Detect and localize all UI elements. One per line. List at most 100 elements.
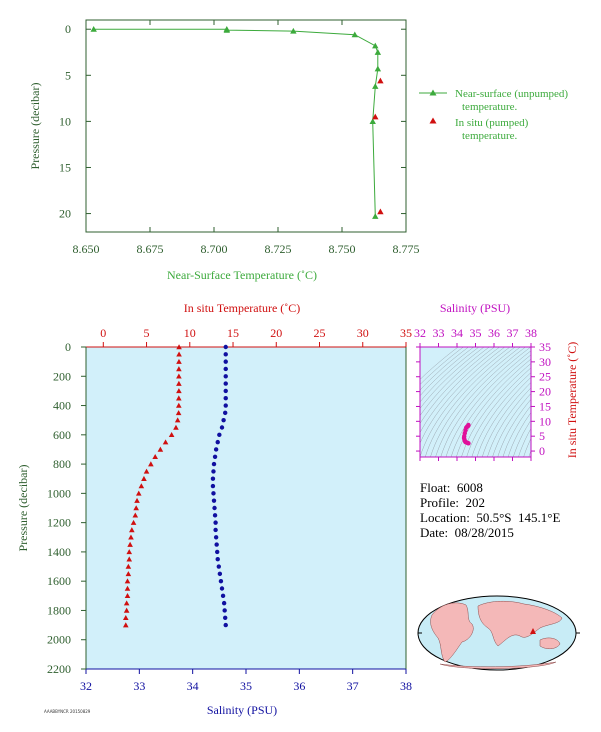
- salinity-profile-point: [223, 403, 228, 408]
- float-location-marker: [530, 628, 536, 634]
- ts-y-tick-label: 15: [539, 399, 551, 413]
- temperature-profile-point: [126, 556, 133, 562]
- temperature-profile-point: [129, 527, 135, 533]
- near-surface-temperature-point: [372, 42, 379, 49]
- salinity-profile-point: [210, 476, 216, 481]
- top-x-tick-label: 8.700: [201, 242, 228, 256]
- map-land-antarctica: [439, 661, 557, 669]
- temperature-profile-point: [138, 483, 145, 489]
- near-surface-temperature-point: [351, 31, 358, 38]
- salinity-tick-label: 35: [240, 679, 252, 693]
- salinity-profile-point: [223, 366, 228, 372]
- top-y-axis-label: Pressure (decibar): [28, 83, 42, 170]
- density-contour: [476, 377, 531, 457]
- ts-x-tick-label: 35: [470, 326, 482, 340]
- temperature-profile-point: [176, 366, 182, 372]
- density-contour: [440, 347, 531, 457]
- map-land-eurasia-africa: [477, 601, 563, 647]
- temperature-profile-point: [122, 614, 129, 621]
- density-contour: [461, 363, 531, 457]
- salinity-profile-point: [223, 388, 228, 394]
- temperature-profile-point: [148, 461, 154, 467]
- salinity-profile-point: [223, 410, 228, 416]
- temperature-profile-point: [130, 519, 137, 525]
- density-contour: [420, 347, 506, 444]
- pressure-tick-label: 1000: [47, 486, 71, 500]
- salinity-profile-point: [223, 396, 228, 401]
- top-x-tick-label: 8.775: [393, 242, 420, 256]
- in-situ-temperature-point: [377, 77, 384, 84]
- salinity-profile-point: [211, 491, 216, 496]
- density-contour: [481, 382, 531, 457]
- temperature-profile-point: [124, 585, 131, 591]
- temperature-profile-point: [176, 380, 182, 386]
- temperature-profile-point: [168, 432, 175, 438]
- info-date: Date: 08/28/2015: [420, 525, 514, 541]
- density-contour: [518, 428, 531, 457]
- salinity-profile-point: [216, 564, 221, 569]
- temperature-axis-label: In situ Temperature (˚C): [184, 301, 301, 315]
- density-contour: [502, 405, 531, 457]
- salinity-profile-point: [223, 352, 228, 357]
- density-contour: [420, 347, 485, 409]
- density-contour: [420, 347, 511, 457]
- density-contour: [420, 347, 459, 380]
- temperature-profile-point: [132, 512, 139, 518]
- near-surface-temperature-point: [90, 26, 97, 32]
- temperature-tick-label: 15: [227, 326, 239, 340]
- density-contour: [466, 367, 531, 457]
- near-surface-temperature-point: [223, 26, 230, 33]
- temperature-profile-point: [125, 563, 132, 569]
- temperature-profile-point: [123, 600, 130, 606]
- pressure-tick-label: 800: [53, 457, 71, 471]
- density-contour: [497, 398, 531, 457]
- density-contours: [420, 347, 531, 457]
- ts-x-tick-label: 36: [488, 326, 500, 340]
- ts-y-tick-label: 10: [539, 414, 551, 428]
- density-contour: [435, 347, 526, 457]
- temperature-profile-point: [134, 497, 140, 503]
- map-land-australia: [539, 637, 561, 649]
- temperature-profile-point: [122, 622, 129, 628]
- ts-point: [466, 441, 471, 446]
- near-surface-temperature-point: [372, 83, 379, 89]
- map-land-americas: [430, 602, 474, 663]
- density-contour: [420, 347, 495, 425]
- ts-y-tick-label: 0: [539, 444, 545, 458]
- salinity-profile-point: [215, 439, 220, 445]
- near-surface-temperature-point: [374, 49, 382, 55]
- temperature-profile-point: [133, 505, 139, 511]
- info-profile-label: Profile:: [420, 495, 459, 510]
- pressure-tick-label: 1200: [47, 516, 71, 530]
- info-float: Float: 6008: [420, 480, 483, 496]
- ts-x-tick-label: 37: [507, 326, 519, 340]
- temperature-profile-point: [123, 607, 130, 613]
- temperature-profile-point: [128, 534, 134, 540]
- density-contour: [420, 347, 501, 434]
- salinity-profile-point: [210, 483, 216, 489]
- top-y-tick-label: 0: [65, 22, 71, 36]
- temperature-profile-point: [126, 549, 133, 555]
- pressure-tick-label: 1400: [47, 545, 71, 559]
- salinity-profile-point: [221, 417, 226, 423]
- salinity-profile-point: [220, 593, 226, 599]
- salinity-profile-point: [221, 600, 227, 606]
- in-situ-temperature-point: [372, 113, 379, 120]
- temperature-profile-point: [127, 541, 133, 547]
- ts-x-axis-label: Salinity (PSU): [440, 301, 510, 315]
- temperature-profile-point: [175, 410, 182, 416]
- temperature-profile-point: [176, 388, 182, 394]
- temperature-profile-point: [176, 373, 182, 379]
- salinity-profile-point: [211, 498, 217, 503]
- salinity-tick-label: 32: [80, 679, 92, 693]
- salinity-profile-point: [212, 505, 217, 511]
- salinity-profile-point: [219, 425, 225, 430]
- salinity-profile-point: [223, 615, 228, 620]
- density-contour: [430, 347, 521, 457]
- ts-y-tick-label: 5: [539, 429, 545, 443]
- density-contour: [420, 347, 490, 417]
- temperature-tick-label: 0: [100, 326, 106, 340]
- salinity-profile-point: [213, 520, 218, 525]
- salinity-profile-point: [223, 359, 228, 364]
